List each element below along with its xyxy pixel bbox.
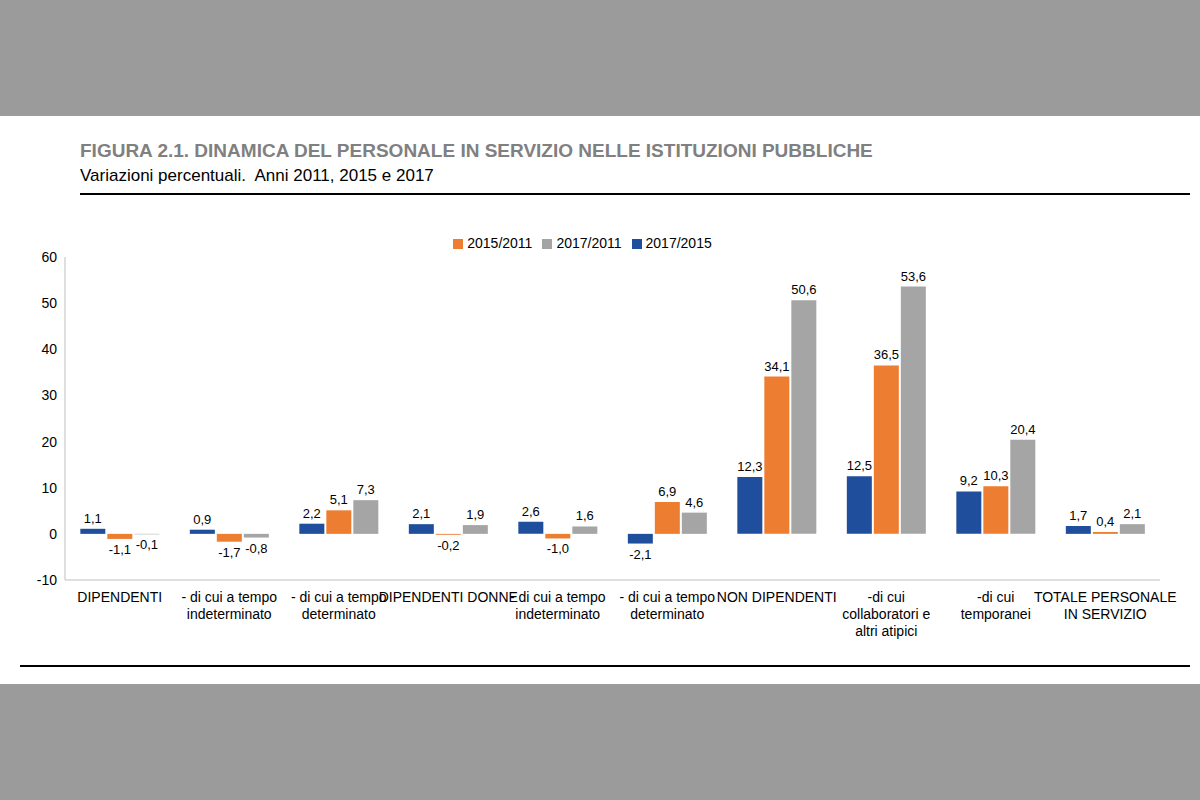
svg-text:1,1: 1,1 xyxy=(84,511,102,526)
svg-text:0: 0 xyxy=(49,526,57,542)
svg-text:-10: -10 xyxy=(37,572,57,588)
svg-text:36,5: 36,5 xyxy=(874,347,899,362)
svg-text:12,3: 12,3 xyxy=(737,459,762,474)
svg-text:6,9: 6,9 xyxy=(658,484,676,499)
svg-text:-1,7: -1,7 xyxy=(218,545,240,560)
svg-text:2,2: 2,2 xyxy=(303,506,321,521)
svg-text:30: 30 xyxy=(41,387,57,403)
html-text:2015/2011: 2015/2011 xyxy=(467,235,533,251)
svg-text:-1,1: -1,1 xyxy=(109,542,131,557)
html-text:2017/2015: 2017/2015 xyxy=(645,235,712,251)
svg-text:34,1: 34,1 xyxy=(764,359,789,374)
svg-text:53,6: 53,6 xyxy=(901,269,926,284)
svg-text:-2,1: -2,1 xyxy=(629,547,651,562)
svg-text:2,6: 2,6 xyxy=(522,504,540,519)
svg-text:TOTALE PERSONALEIN SERVIZIO: TOTALE PERSONALEIN SERVIZIO xyxy=(1034,589,1177,622)
svg-text:2,1: 2,1 xyxy=(1123,506,1141,521)
html-text:FIGURA 2.1. DINAMICA DEL PERSO: FIGURA 2.1. DINAMICA DEL PERSONALE IN SE… xyxy=(80,140,873,161)
svg-text:4,6: 4,6 xyxy=(685,495,703,510)
svg-text:- di cui a tempodeterminato: - di cui a tempodeterminato xyxy=(291,589,387,622)
svg-text:20: 20 xyxy=(41,434,57,450)
svg-text:1,6: 1,6 xyxy=(576,508,594,523)
svg-text:20,4: 20,4 xyxy=(1010,422,1035,437)
svg-text:10,3: 10,3 xyxy=(983,468,1008,483)
svg-text:0,9: 0,9 xyxy=(193,512,211,527)
svg-text:50: 50 xyxy=(41,295,57,311)
svg-text:-0,1: -0,1 xyxy=(136,537,158,552)
svg-text:10: 10 xyxy=(41,480,57,496)
svg-text:12,5: 12,5 xyxy=(847,458,872,473)
svg-text:NON DIPENDENTI: NON DIPENDENTI xyxy=(717,589,837,605)
svg-text:0,4: 0,4 xyxy=(1096,514,1114,529)
html-text:2017/2011: 2017/2011 xyxy=(556,235,622,251)
svg-text:-1,0: -1,0 xyxy=(547,541,569,556)
svg-text:9,2: 9,2 xyxy=(960,473,978,488)
svg-text:1,9: 1,9 xyxy=(466,507,484,522)
svg-text:-di cuitemporanei: -di cuitemporanei xyxy=(961,589,1031,622)
svg-text:DIPENDENTI: DIPENDENTI xyxy=(77,589,162,605)
svg-text:2,1: 2,1 xyxy=(412,506,430,521)
svg-text:-di cuicollaboratori ealtri at: -di cuicollaboratori ealtri atipici xyxy=(842,589,930,639)
svg-text:-0,2: -0,2 xyxy=(437,538,459,553)
svg-text:DIPENDENTI DONNE: DIPENDENTI DONNE xyxy=(379,589,518,605)
svg-text:40: 40 xyxy=(41,341,57,357)
svg-text:50,6: 50,6 xyxy=(791,282,816,297)
svg-text:-0,8: -0,8 xyxy=(245,541,267,556)
svg-text:5,1: 5,1 xyxy=(330,492,348,507)
svg-text:- di cui a tempodeterminato: - di cui a tempodeterminato xyxy=(619,589,715,622)
svg-text:1,7: 1,7 xyxy=(1069,508,1087,523)
html-text:Variazioni percentuali. Anni 2: Variazioni percentuali. Anni 2011, 2015 … xyxy=(80,166,434,185)
svg-text:- di cui a tempoindeterminato: - di cui a tempoindeterminato xyxy=(181,589,277,622)
svg-text:7,3: 7,3 xyxy=(357,482,375,497)
svg-text:- di cui a tempoindeterminato: - di cui a tempoindeterminato xyxy=(510,589,606,622)
svg-text:60: 60 xyxy=(41,249,57,265)
